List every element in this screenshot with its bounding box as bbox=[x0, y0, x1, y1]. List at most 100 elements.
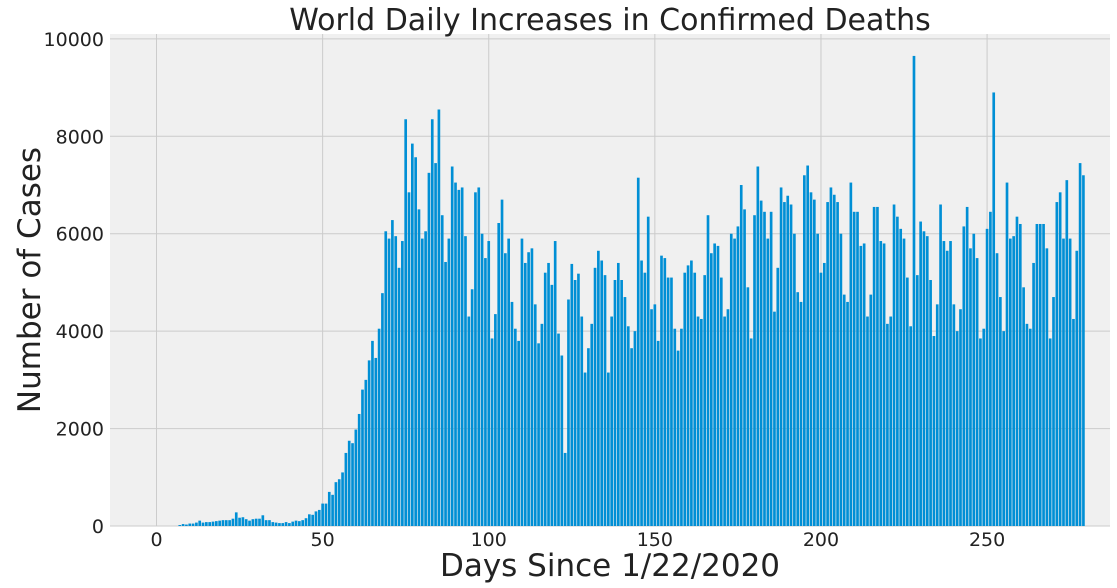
bar bbox=[1015, 216, 1019, 527]
bar bbox=[919, 221, 922, 527]
bar bbox=[955, 331, 959, 526]
bar bbox=[763, 211, 766, 527]
bar bbox=[238, 517, 241, 526]
bar bbox=[1012, 236, 1015, 526]
y-tick-labels: 0 2000 4000 6000 8000 10000 bbox=[44, 29, 104, 538]
bar bbox=[809, 192, 813, 526]
bar bbox=[640, 260, 643, 526]
bar bbox=[351, 443, 354, 526]
bar bbox=[331, 494, 334, 526]
y-tick-label: 8000 bbox=[56, 126, 104, 148]
bar bbox=[1052, 297, 1055, 526]
bar bbox=[849, 182, 853, 526]
bar bbox=[803, 175, 806, 526]
bar bbox=[454, 182, 457, 526]
bar bbox=[836, 202, 839, 526]
bar bbox=[749, 338, 753, 526]
bar bbox=[1065, 180, 1069, 526]
bar bbox=[962, 226, 966, 527]
y-tick-label: 10000 bbox=[44, 29, 104, 51]
bar bbox=[391, 220, 394, 526]
bar bbox=[1045, 248, 1049, 526]
bar bbox=[826, 202, 829, 526]
bar bbox=[308, 514, 311, 526]
bar bbox=[856, 211, 859, 527]
bar bbox=[427, 172, 431, 526]
bar bbox=[975, 258, 979, 526]
y-axis-label: Number of Cases bbox=[12, 147, 48, 413]
bar bbox=[314, 511, 318, 526]
bar bbox=[417, 209, 421, 526]
bar bbox=[504, 253, 507, 526]
bar bbox=[636, 177, 640, 526]
bar bbox=[371, 340, 374, 526]
bar bbox=[361, 389, 364, 526]
bar bbox=[889, 316, 893, 526]
bar bbox=[733, 238, 736, 526]
bar bbox=[989, 211, 992, 527]
bar bbox=[567, 299, 570, 526]
bar bbox=[603, 275, 607, 526]
bar bbox=[543, 272, 547, 526]
y-tick-label: 6000 bbox=[56, 224, 104, 246]
bar bbox=[450, 166, 454, 526]
bar bbox=[484, 258, 487, 526]
bar bbox=[739, 185, 743, 526]
x-tick-label: 250 bbox=[969, 529, 1005, 551]
bar bbox=[969, 248, 972, 526]
bar bbox=[221, 520, 225, 526]
bar bbox=[228, 520, 231, 526]
bar bbox=[600, 260, 604, 526]
bar bbox=[411, 143, 414, 526]
bar bbox=[547, 262, 550, 526]
x-tick-label: 150 bbox=[637, 529, 673, 551]
bar bbox=[497, 223, 501, 526]
bar bbox=[347, 440, 351, 526]
bar bbox=[829, 187, 833, 526]
bar bbox=[1048, 338, 1052, 526]
bar bbox=[533, 304, 537, 526]
bar bbox=[952, 304, 956, 526]
bar bbox=[812, 199, 816, 526]
bar bbox=[404, 119, 408, 526]
bar bbox=[281, 523, 285, 526]
bar bbox=[912, 55, 916, 527]
bar bbox=[317, 509, 321, 526]
bar bbox=[886, 323, 889, 526]
bar bbox=[401, 241, 404, 526]
bar bbox=[759, 200, 763, 526]
bar bbox=[779, 187, 783, 526]
bar bbox=[354, 429, 358, 526]
bar bbox=[440, 215, 444, 526]
bar bbox=[942, 241, 946, 526]
bar bbox=[896, 216, 899, 527]
bar bbox=[387, 238, 391, 526]
bar bbox=[523, 262, 527, 526]
bar bbox=[719, 277, 723, 526]
bar bbox=[899, 228, 903, 526]
bar bbox=[620, 280, 623, 526]
bar bbox=[939, 204, 942, 526]
bar bbox=[527, 252, 530, 527]
bar bbox=[344, 452, 348, 526]
bar bbox=[274, 522, 278, 526]
bar bbox=[925, 236, 929, 526]
bar bbox=[656, 340, 660, 526]
bar bbox=[1009, 238, 1012, 526]
bar bbox=[460, 187, 464, 526]
bar bbox=[902, 238, 906, 526]
bar bbox=[364, 379, 368, 526]
bar bbox=[680, 328, 683, 526]
bar bbox=[487, 241, 491, 526]
bar bbox=[550, 284, 554, 526]
bar bbox=[477, 187, 481, 526]
bar bbox=[1038, 223, 1042, 527]
x-axis-label: Days Since 1/22/2020 bbox=[440, 548, 780, 584]
bar bbox=[224, 520, 228, 526]
bar bbox=[935, 304, 939, 526]
bar bbox=[876, 206, 879, 526]
bar bbox=[490, 338, 494, 526]
bar bbox=[726, 309, 730, 526]
bar bbox=[610, 316, 613, 526]
